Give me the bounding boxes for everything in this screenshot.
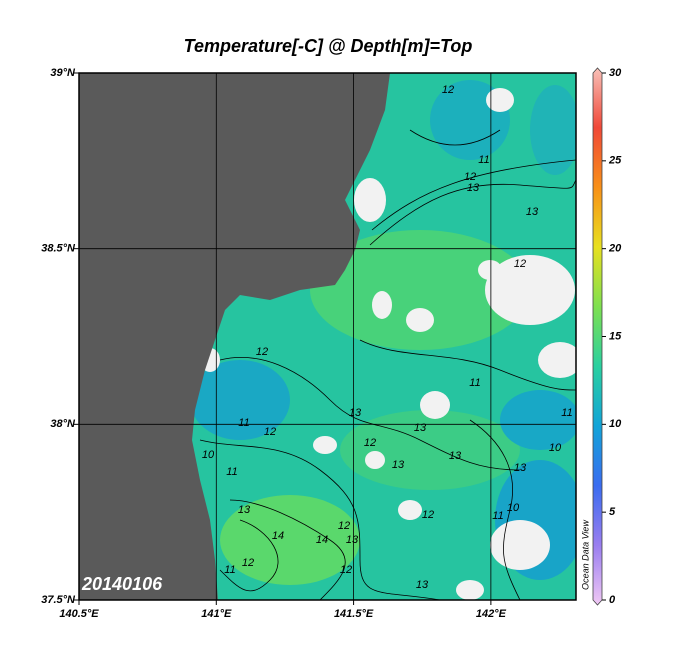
y-tick-label: 38.5°N [41,243,76,255]
contour-label: 11 [469,377,480,389]
y-tick-label: 38°N [50,418,76,430]
contour-label: 12 [264,426,276,438]
land [79,73,390,600]
date-label: 20140106 [81,574,163,594]
contour-label: 11 [561,407,572,419]
contour-label: 12 [340,564,352,576]
contour-lines [199,129,576,600]
contour-label: 11 [238,417,249,429]
colorbar-tick-label: 15 [609,330,622,342]
contour-label: 11 [492,510,503,522]
contour-label: 12 [442,84,454,96]
no-data [200,88,576,600]
contour-label: 13 [238,504,251,516]
contour-label: 14 [272,530,284,542]
contour-label: 13 [349,407,362,419]
colorbar-tick-label: 10 [609,418,622,430]
contour-label: 11 [478,154,489,166]
contour-label: 12 [514,258,526,270]
contour-label: 13 [526,206,539,218]
contour-label: 13 [392,459,405,471]
cool-area [500,390,576,450]
map-field [79,73,576,600]
warm-area [310,230,530,350]
contour-label: 10 [202,449,215,461]
contour-label: 12 [422,509,434,521]
x-tick-label: 140.5°E [59,608,99,620]
contour-label: 13 [467,182,480,194]
colorbar-tick-label: 5 [609,506,616,518]
contour-label: 11 [226,466,237,478]
cool-area [530,85,576,175]
contour-label: 13 [414,422,427,434]
contour-label: 12 [464,171,476,183]
colorbar-tick-label: 0 [609,594,616,606]
contour-label: 10 [549,442,562,454]
contour-label: 13 [346,534,359,546]
map-title: Temperature[-C] @ Depth[m]=Top [184,36,473,56]
contour-label: 11 [224,564,235,576]
contour-label: 12 [242,557,254,569]
contour-label: 10 [507,502,520,514]
contour-label: 13 [514,462,527,474]
contour-label: 12 [364,437,376,449]
warm-area [340,410,520,490]
colorbar-tick-label: 25 [608,155,622,167]
colorbar [592,67,603,606]
contour-label: 12 [338,520,350,532]
colorbar-tick-label: 30 [609,67,622,79]
colorbar-tick-label: 20 [608,243,622,255]
watermark: Ocean Data View [580,520,590,590]
warm-area [220,495,360,585]
y-tick-label: 37.5°N [41,594,76,606]
contour-label: 12 [256,346,268,358]
x-tick-label: 141.5°E [334,608,374,620]
y-tick-label: 39°N [50,67,76,79]
contour-label: 13 [416,579,429,591]
cool-area [190,360,290,440]
x-tick-label: 141°E [201,608,232,620]
x-tick-label: 142°E [476,608,507,620]
contour-label: 13 [449,450,462,462]
contour-label: 14 [316,534,328,546]
